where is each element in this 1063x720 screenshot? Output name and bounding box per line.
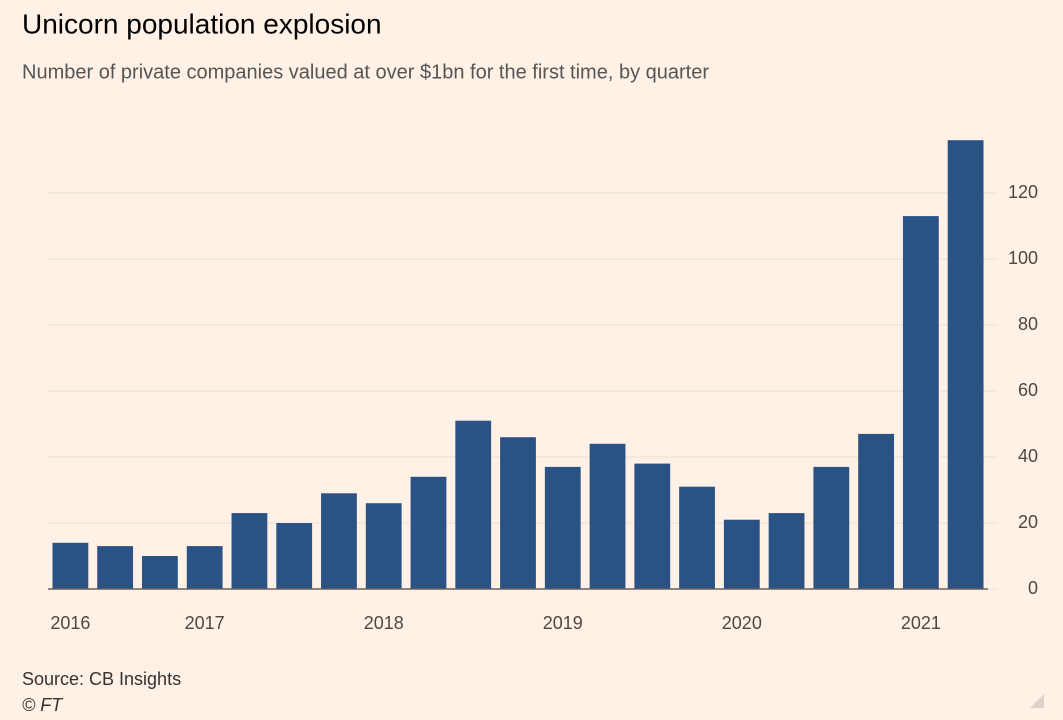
bar — [410, 476, 447, 589]
bar — [858, 433, 894, 589]
x-tick-label: 2021 — [901, 613, 941, 633]
bar — [589, 443, 626, 589]
x-tick-label: 2019 — [543, 613, 583, 633]
y-tick-label: 80 — [1018, 314, 1038, 334]
x-tick-label: 2017 — [185, 613, 225, 633]
bar — [947, 140, 984, 589]
x-tick-label: 2016 — [50, 613, 90, 633]
bar — [455, 420, 492, 589]
resize-icon — [1030, 694, 1044, 708]
bar — [321, 493, 357, 589]
bar — [97, 546, 134, 589]
bar — [186, 546, 223, 589]
bar — [902, 216, 939, 589]
x-tick-label: 2018 — [364, 613, 404, 633]
bar — [231, 513, 268, 589]
bar — [813, 466, 850, 589]
chart-title: Unicorn population explosion — [22, 8, 382, 39]
bar — [500, 437, 536, 589]
chart-subtitle: Number of private companies valued at ov… — [22, 61, 709, 83]
source: Source: CB Insights — [22, 669, 181, 689]
bar — [723, 519, 760, 589]
bar — [365, 503, 402, 589]
y-tick-label: 100 — [1008, 248, 1038, 268]
bar — [142, 556, 178, 589]
bar — [679, 486, 715, 589]
y-tick-label: 40 — [1018, 446, 1038, 466]
y-tick-label: 0 — [1028, 578, 1038, 598]
bar — [634, 463, 671, 589]
credit: © FT — [22, 695, 64, 715]
x-tick-label: 2020 — [722, 613, 762, 633]
y-tick-label: 60 — [1018, 380, 1038, 400]
y-tick-label: 20 — [1018, 512, 1038, 532]
bar — [52, 542, 89, 589]
y-tick-label: 120 — [1008, 182, 1038, 202]
bar — [544, 466, 581, 589]
bar — [768, 513, 805, 589]
bar — [276, 523, 313, 589]
